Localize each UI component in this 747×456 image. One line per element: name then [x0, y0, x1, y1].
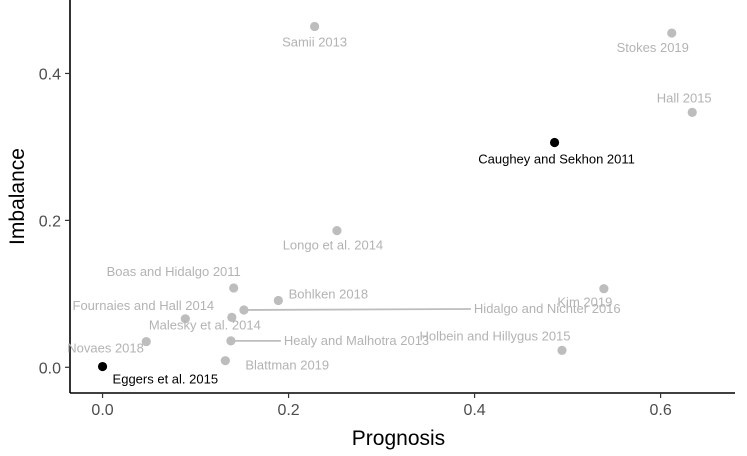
point-label: Novaes 2018 [67, 341, 144, 356]
point-label: Fournaies and Hall 2014 [73, 298, 215, 313]
x-axis-title: Prognosis [352, 427, 445, 450]
data-point [227, 312, 237, 322]
y-tick-label: 0.4 [39, 66, 61, 83]
point-label: Caughey and Sekhon 2011 [478, 152, 635, 167]
point-label: Samii 2013 [282, 34, 347, 49]
label-leader-line [243, 308, 471, 311]
y-tick-label: 0.0 [39, 360, 61, 377]
y-tick-label: 0.2 [39, 213, 61, 230]
point-label: Blattman 2019 [245, 358, 329, 373]
point-label: Hall 2015 [657, 90, 712, 105]
data-point [239, 305, 249, 315]
data-point [229, 283, 239, 293]
data-point [220, 356, 230, 366]
data-point [667, 28, 677, 38]
data-point [180, 314, 190, 324]
y-axis-title: Imbalance [6, 148, 29, 245]
point-label: Malesky et al. 2014 [149, 317, 261, 332]
data-point [599, 284, 609, 294]
x-tick-label: 0.6 [649, 402, 671, 419]
data-point [557, 345, 567, 355]
point-label: Healy and Malhotra 2013 [284, 333, 429, 348]
point-label: Boas and Hidalgo 2011 [107, 264, 241, 279]
x-tick-label: 0.2 [277, 402, 299, 419]
data-point [226, 336, 236, 346]
data-point [687, 107, 697, 117]
highlighted-point [97, 361, 108, 372]
highlighted-point [549, 137, 560, 148]
x-tick-label: 0.0 [91, 402, 113, 419]
x-tick-label: 0.4 [463, 402, 485, 419]
data-point [310, 21, 320, 32]
point-label: Eggers et al. 2015 [113, 372, 219, 387]
point-label: Hidalgo and Nichter 2016 [474, 301, 621, 316]
point-label: Kim 2019 [557, 295, 612, 310]
data-point [332, 226, 342, 236]
point-label: Holbein and Hillygus 2015 [419, 328, 570, 343]
point-label: Bohlken 2018 [289, 286, 369, 301]
data-point [141, 336, 151, 347]
point-label: Longo et al. 2014 [283, 238, 383, 253]
data-point [273, 295, 283, 306]
point-label: Stokes 2019 [617, 40, 689, 55]
